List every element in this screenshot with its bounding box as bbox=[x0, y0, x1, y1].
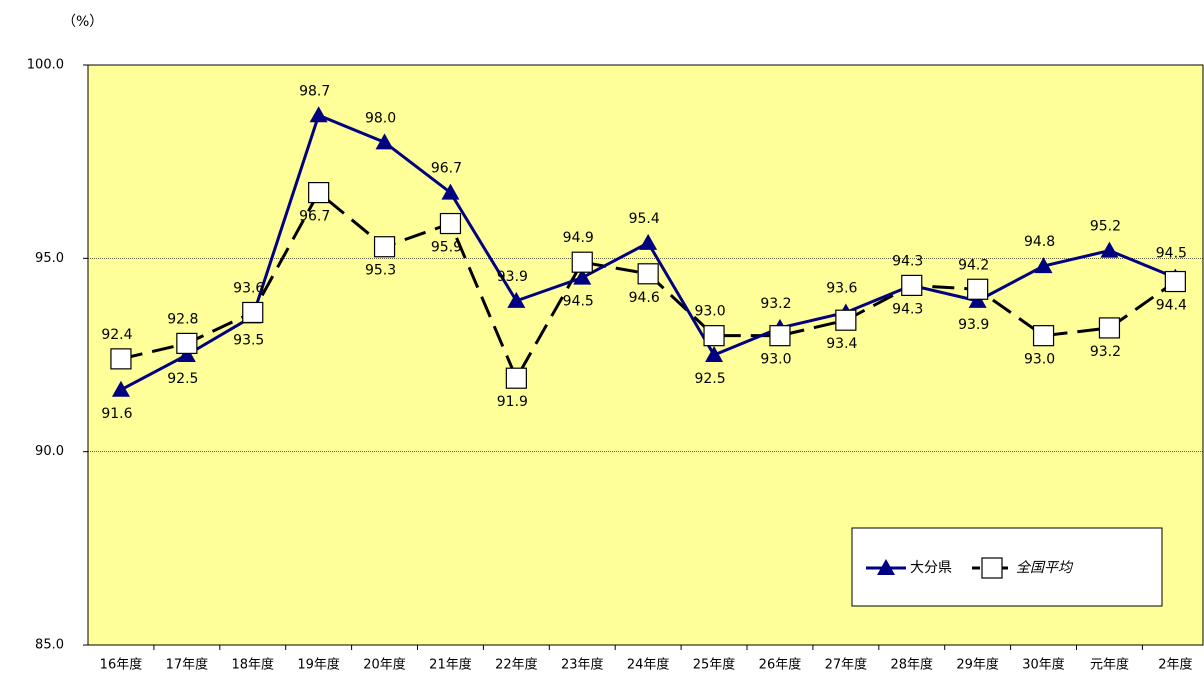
y-tick-label: 90.0 bbox=[35, 444, 64, 459]
x-tick-label: 21年度 bbox=[429, 657, 472, 673]
data-label: 93.0 bbox=[1024, 352, 1055, 368]
data-point bbox=[441, 183, 460, 200]
data-label: 94.5 bbox=[563, 294, 594, 310]
data-point bbox=[1098, 317, 1121, 339]
x-tick-label: 17年度 bbox=[166, 657, 209, 673]
data-point bbox=[110, 348, 132, 370]
data-point bbox=[1164, 270, 1186, 293]
data-label: 92.4 bbox=[101, 327, 132, 343]
data-label: 94.8 bbox=[1024, 234, 1055, 250]
x-tick-label: 27年度 bbox=[825, 657, 868, 673]
data-point bbox=[639, 233, 658, 250]
data-label: 93.9 bbox=[958, 317, 989, 333]
y-tick-label: 95.0 bbox=[35, 251, 64, 266]
data-point bbox=[505, 367, 527, 389]
x-tick-label: 30年度 bbox=[1022, 657, 1065, 673]
data-label: 94.6 bbox=[629, 290, 660, 306]
data-point bbox=[1100, 241, 1119, 258]
y-tick-label: 100.0 bbox=[27, 58, 64, 73]
data-label: 93.0 bbox=[694, 304, 725, 320]
y-axis-label: （%） bbox=[62, 14, 103, 30]
data-point bbox=[373, 236, 396, 258]
x-tick-label: 元年度 bbox=[1090, 657, 1129, 673]
data-point bbox=[571, 251, 593, 273]
data-point bbox=[177, 346, 196, 362]
data-point bbox=[242, 301, 264, 324]
data-label: 91.9 bbox=[497, 394, 528, 410]
data-point bbox=[703, 325, 725, 347]
data-label: 92.5 bbox=[167, 371, 198, 387]
x-tick-label: 16年度 bbox=[100, 657, 143, 673]
data-label: 93.6 bbox=[826, 280, 857, 296]
data-point bbox=[308, 182, 330, 204]
data-point bbox=[507, 291, 526, 308]
y-tick-label: 85.0 bbox=[35, 638, 64, 653]
data-label: 98.0 bbox=[365, 110, 396, 126]
data-label: 93.9 bbox=[497, 269, 528, 285]
data-label: 96.7 bbox=[299, 209, 330, 225]
data-point bbox=[769, 325, 791, 347]
data-label: 95.9 bbox=[431, 240, 462, 256]
x-tick-label: 22年度 bbox=[495, 657, 538, 673]
data-label: 91.6 bbox=[101, 406, 132, 422]
data-point bbox=[835, 309, 857, 331]
data-label: 93.2 bbox=[760, 296, 791, 312]
data-point bbox=[573, 268, 592, 285]
legend-marker bbox=[877, 559, 895, 575]
data-label: 96.7 bbox=[431, 161, 462, 177]
data-point bbox=[1034, 257, 1053, 274]
x-tick-label: 18年度 bbox=[231, 657, 274, 673]
data-point bbox=[439, 212, 462, 235]
data-point bbox=[111, 380, 130, 397]
data-label: 94.3 bbox=[892, 301, 923, 317]
data-label: 94.4 bbox=[1156, 298, 1187, 314]
data-point bbox=[967, 278, 989, 300]
data-label: 95.4 bbox=[629, 211, 660, 227]
legend-label: 大分県 bbox=[910, 560, 952, 576]
data-label: 94.3 bbox=[892, 253, 923, 269]
legend-marker bbox=[981, 557, 1003, 579]
x-tick-label: 29年度 bbox=[956, 657, 999, 673]
x-tick-label: 24年度 bbox=[627, 657, 670, 673]
data-label: 92.5 bbox=[694, 371, 725, 387]
data-point bbox=[176, 332, 198, 354]
data-label: 94.2 bbox=[958, 257, 989, 273]
data-point bbox=[901, 274, 923, 296]
data-point bbox=[1032, 325, 1055, 347]
x-tick-label: 19年度 bbox=[297, 657, 340, 673]
data-label: 93.4 bbox=[826, 336, 857, 352]
x-tick-label: 20年度 bbox=[363, 657, 406, 673]
data-label: 94.9 bbox=[563, 230, 594, 246]
data-label: 93.0 bbox=[760, 352, 791, 368]
data-label: 95.2 bbox=[1090, 219, 1121, 235]
data-point bbox=[637, 263, 659, 285]
data-label: 93.6 bbox=[233, 280, 264, 296]
data-label: 98.7 bbox=[299, 83, 330, 99]
data-point bbox=[705, 346, 724, 362]
data-label: 94.5 bbox=[1156, 246, 1187, 262]
x-tick-label: 25年度 bbox=[693, 657, 736, 673]
data-label: 95.3 bbox=[365, 263, 396, 279]
legend-label: 全国平均 bbox=[1016, 560, 1074, 576]
x-tick-label: 2年度 bbox=[1158, 657, 1192, 673]
data-point bbox=[968, 291, 987, 308]
data-label: 93.2 bbox=[1090, 344, 1121, 360]
data-label: 93.5 bbox=[233, 332, 264, 348]
x-tick-label: 23年度 bbox=[561, 657, 604, 673]
x-tick-label: 28年度 bbox=[890, 657, 933, 673]
data-label: 92.8 bbox=[167, 311, 198, 327]
data-point bbox=[375, 133, 394, 150]
data-point bbox=[309, 106, 328, 123]
x-tick-label: 26年度 bbox=[759, 657, 802, 673]
